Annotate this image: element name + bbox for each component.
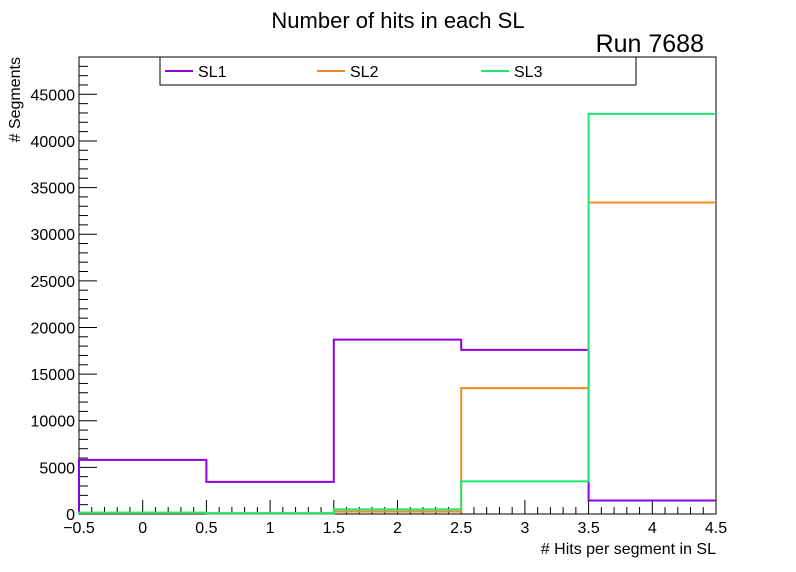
x-tick-label: 3: [520, 520, 529, 537]
y-axis-label: # Segments: [7, 57, 24, 142]
chart-title: Number of hits in each SL: [271, 8, 524, 33]
x-tick-label: 1: [266, 520, 275, 537]
x-axis-ticks: −0.5 0 0.5 1 1.5 2 2.5 3 3.5 4 4.5: [63, 500, 727, 537]
y-tick-label: 15000: [31, 367, 76, 384]
plot-frame: [78, 56, 717, 515]
y-tick-label: 45000: [31, 87, 76, 104]
x-tick-label: 0.5: [195, 520, 217, 537]
y-tick-label: 25000: [31, 274, 76, 291]
x-tick-label: −0.5: [63, 520, 95, 537]
legend-label-sl3: SL3: [514, 64, 543, 81]
x-tick-label: 0: [138, 520, 147, 537]
series-sl2-line: [78, 201, 716, 515]
x-tick-label: 1.5: [323, 520, 345, 537]
y-tick-label: 40000: [31, 134, 76, 151]
x-axis-label: # Hits per segment in SL: [541, 541, 716, 558]
x-tick-label: 3.5: [577, 520, 599, 537]
series-layer: [78, 112, 716, 515]
y-tick-label: 30000: [31, 227, 76, 244]
x-tick-label: 4.5: [705, 520, 727, 537]
x-tick-label: 4: [648, 520, 657, 537]
series-sl1-line: [78, 338, 716, 514]
y-tick-label: 20000: [31, 320, 76, 337]
legend-box: [159, 56, 637, 86]
legend-items: SL1 SL2 SL3: [165, 64, 543, 81]
y-tick-label: 0: [66, 507, 75, 524]
x-tick-label: 2.5: [450, 520, 472, 537]
legend-label-sl2: SL2: [350, 64, 379, 81]
legend-label-sl1: SL1: [198, 64, 227, 81]
y-tick-label: 10000: [31, 414, 76, 431]
run-label: Run 7688: [596, 30, 704, 58]
y-axis-ticks: 0 5000 10000 15000 20000 25000 30000 35000 40000…: [31, 56, 97, 524]
series-sl3-line: [78, 112, 716, 515]
y-tick-label: 5000: [39, 460, 75, 477]
y-tick-label: 35000: [31, 181, 76, 198]
legend: SL1 SL2 SL3: [159, 56, 637, 86]
x-tick-label: 2: [393, 520, 402, 537]
